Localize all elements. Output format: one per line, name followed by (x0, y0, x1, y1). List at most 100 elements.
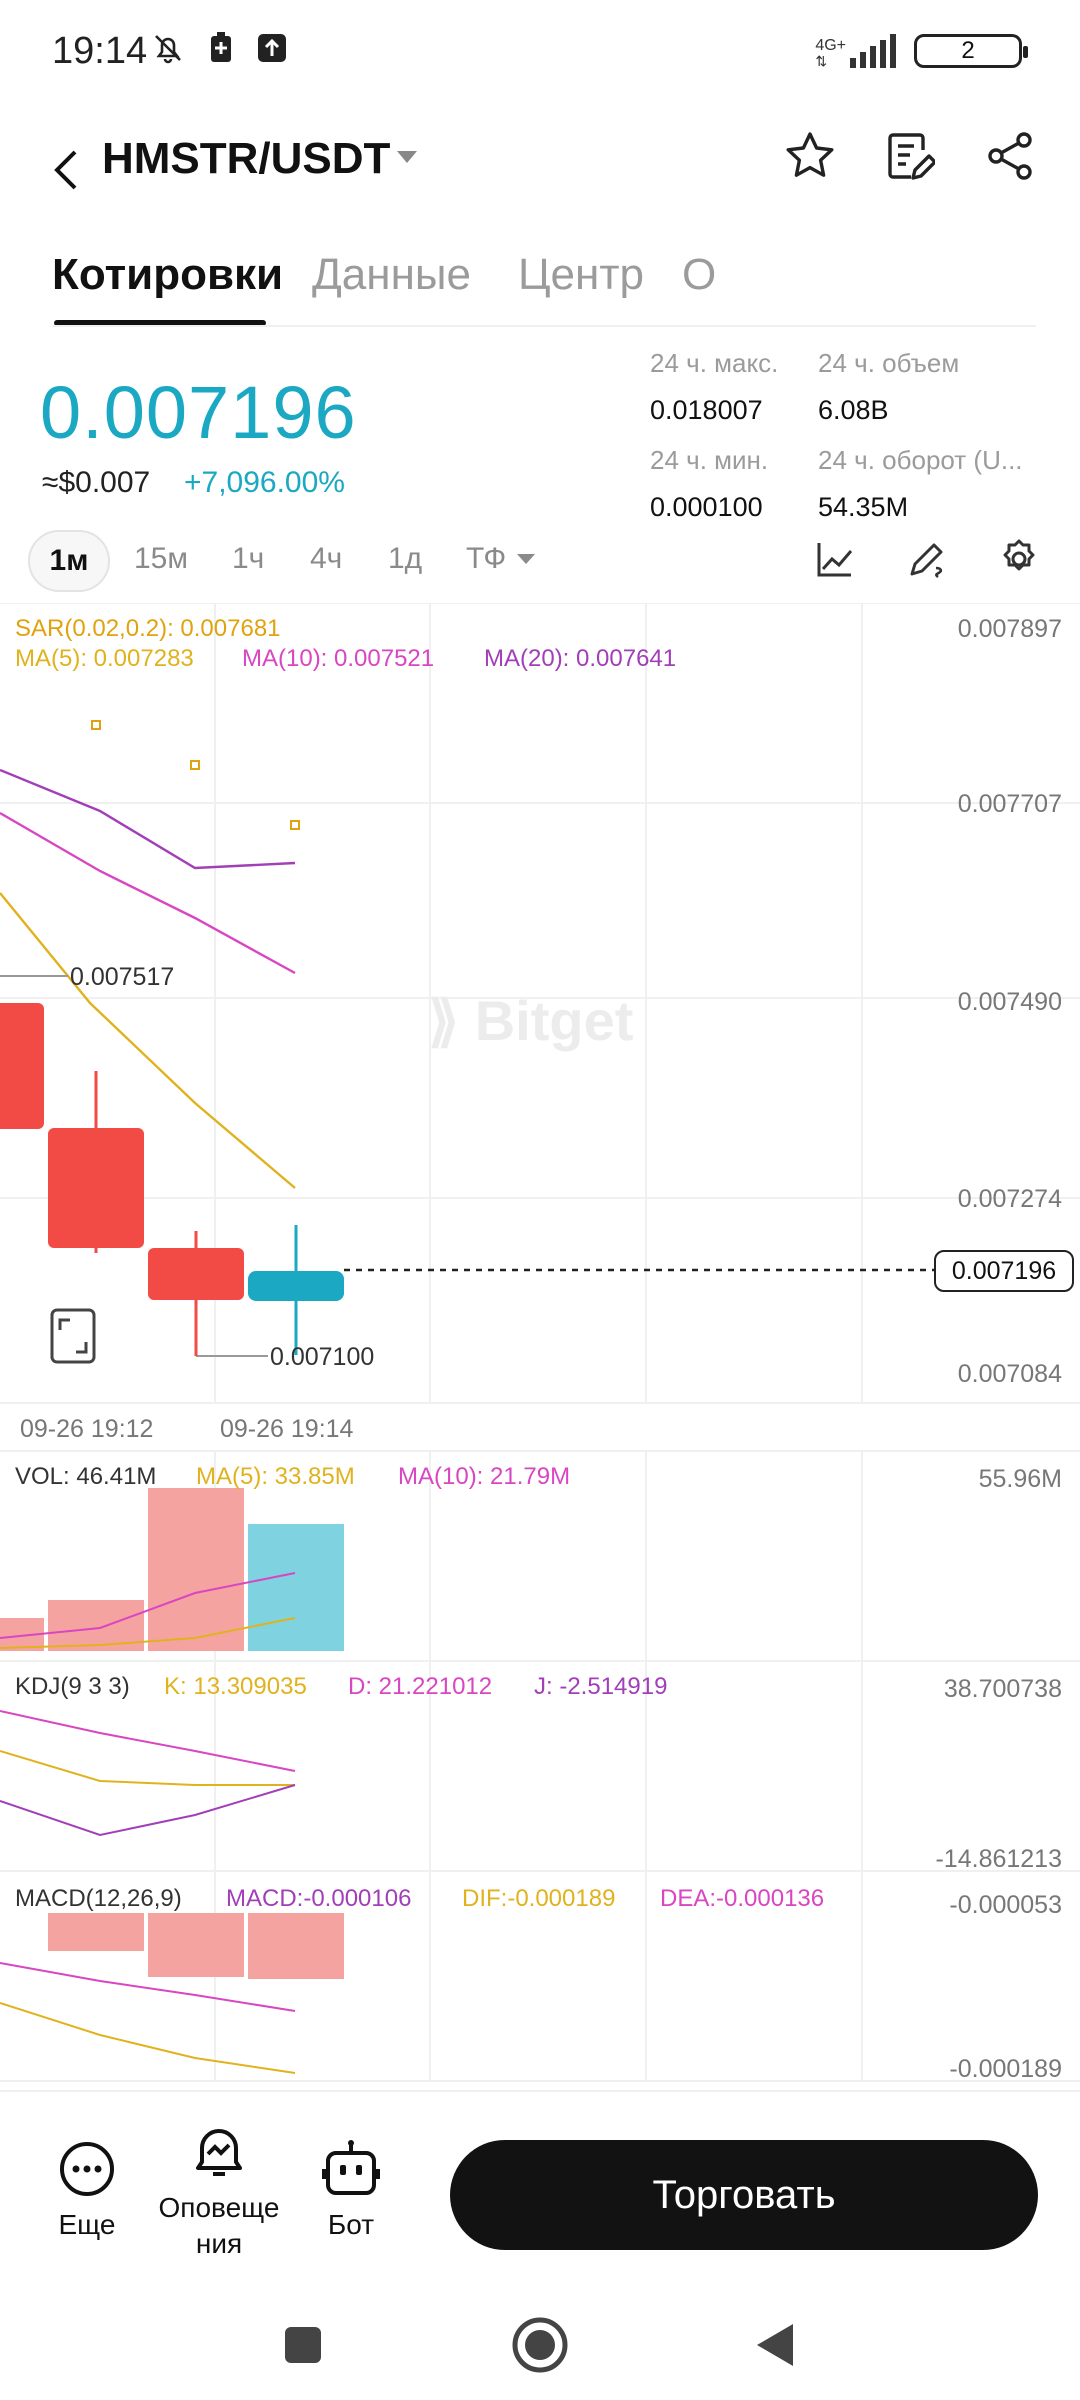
tab-about[interactable]: О (682, 250, 717, 299)
vol-y-max: 55.96M (978, 1465, 1062, 1493)
kdj-legend: KDJ(9 3 3) (15, 1673, 130, 1700)
tab-data[interactable]: Данные (312, 250, 471, 299)
system-navigation-bar (0, 2290, 1080, 2400)
candles (0, 1003, 344, 1356)
volume-bar (148, 1488, 244, 1651)
macd-bar (48, 1913, 144, 1951)
stat-value: 0.018007 (650, 395, 763, 425)
candle (248, 1271, 344, 1301)
stat-24h-volume: 24 ч. объем 6.08B (818, 348, 959, 426)
alerts-button[interactable]: Оповеще ния (154, 2120, 284, 2262)
more-icon (22, 2137, 152, 2201)
kdj-d-line (0, 1710, 296, 1772)
more-button[interactable]: Еще (22, 2137, 152, 2243)
sar-point (190, 760, 200, 770)
home-button[interactable] (505, 2310, 575, 2380)
tabs: Котировки Данные Центр О (0, 240, 1080, 330)
kdj-d-legend: D: 21.221012 (348, 1673, 493, 1700)
ma10-legend: MA(10): 0.007521 (242, 645, 435, 672)
kdj-y-max: 38.700738 (943, 1675, 1062, 1703)
ma5-line (0, 892, 296, 1189)
vol-ma5-legend: MA(5): 33.85M (196, 1463, 355, 1490)
alerts-label: Оповеще ния (154, 2190, 284, 2262)
signal-icon: 4G+ ⇅ (815, 34, 896, 68)
settings-gear-icon[interactable] (996, 536, 1042, 582)
chart-area[interactable]: ⟫ Bitget SAR(0.02,0.2): 0.007681 MA(5): … (0, 603, 1080, 2088)
candlestick-chart[interactable] (0, 603, 1080, 2088)
pair-title[interactable]: HMSTR/USDT (102, 134, 391, 183)
macd-legend: MACD(12,26,9) (15, 1885, 182, 1912)
ma10-line (0, 811, 296, 975)
current-price-tag: 0.007196 (934, 1250, 1074, 1292)
x-axis-label: 09-26 19:14 (220, 1415, 354, 1443)
timeframe-1h[interactable]: 1ч (232, 542, 265, 575)
sar-point (290, 820, 300, 830)
timeframe-dropdown[interactable]: ТФ (466, 542, 536, 576)
fullscreen-icon[interactable] (50, 1308, 96, 1364)
bot-button[interactable]: Бот (286, 2137, 416, 2243)
header-actions (782, 128, 1038, 184)
candle (148, 1248, 244, 1300)
bot-label: Бот (327, 2209, 375, 2240)
stat-label: 24 ч. макс. (650, 348, 779, 378)
stat-24h-turnover: 24 ч. оборот (U... 54.35M (818, 445, 1023, 523)
stat-label: 24 ч. оборот (U... (818, 445, 1023, 475)
timeframe-15m[interactable]: 15м (134, 542, 188, 575)
more-label: Еще (58, 2209, 116, 2240)
y-axis-label: 0.007707 (957, 790, 1062, 818)
back-icon[interactable] (46, 140, 86, 200)
tab-quotes[interactable]: Котировки (52, 250, 284, 299)
candle (0, 1003, 44, 1129)
caret-down-icon (517, 554, 536, 564)
timeframe-1d[interactable]: 1д (388, 542, 423, 575)
sar-point (91, 720, 101, 730)
vol-legend: VOL: 46.41M (15, 1463, 157, 1490)
macd-y-max: -0.000053 (949, 1891, 1062, 1919)
kdj-y-min: -14.861213 (935, 1845, 1062, 1873)
stat-24h-low: 24 ч. мин. 0.000100 (650, 445, 768, 523)
alerts-label-line-2: ния (195, 2228, 243, 2259)
macd-bar (248, 1913, 344, 1979)
tab-center[interactable]: Центр (518, 250, 644, 299)
star-icon[interactable] (782, 128, 838, 184)
recent-apps-button[interactable] (268, 2310, 338, 2380)
status-icons-left (150, 30, 288, 71)
vol-ma10-line (0, 1572, 296, 1639)
y-axis-label: 0.007084 (957, 1360, 1062, 1388)
timeframe-4h[interactable]: 4ч (310, 542, 343, 575)
divider (52, 325, 1036, 327)
stat-value: 6.08B (818, 395, 889, 425)
trade-button[interactable]: Торговать (450, 2140, 1038, 2250)
draw-tool-icon[interactable] (904, 536, 950, 582)
volume-bars (0, 1488, 344, 1651)
ma20-line (0, 768, 296, 870)
bitget-watermark: ⟫ Bitget (428, 988, 633, 1054)
battery-saver-icon (208, 30, 234, 71)
stat-24h-high: 24 ч. макс. 0.018007 (650, 348, 778, 426)
kdj-k-legend: K: 13.309035 (164, 1673, 307, 1700)
share-icon[interactable] (982, 128, 1038, 184)
timeframe-bar: 1м 15м 1ч 4ч 1д ТФ (0, 520, 1080, 600)
macd-dif-legend: DIF:-0.000189 (462, 1885, 616, 1912)
macd-y-min: -0.000189 (949, 2055, 1062, 2083)
note-edit-icon[interactable] (882, 128, 938, 184)
indicator-icon[interactable] (812, 536, 858, 582)
vol-ma5-line (0, 1617, 296, 1649)
y-axis-label: 0.007897 (957, 615, 1062, 643)
status-time: 19:14 (52, 30, 148, 72)
x-axis-label: 09-26 19:12 (20, 1415, 154, 1443)
vol-ma10-legend: MA(10): 21.79M (398, 1463, 571, 1490)
grid (0, 603, 1080, 2082)
candle (48, 1128, 144, 1248)
y-axis-label: 0.007490 (957, 988, 1062, 1016)
battery-level: 2 (961, 37, 975, 64)
status-bar: 19:14 4G+ ⇅ 2 (0, 0, 1080, 110)
back-button[interactable] (740, 2310, 810, 2380)
bitget-logo-icon: ⟫ (428, 989, 460, 1052)
chevron-down-icon[interactable] (396, 150, 418, 169)
stat-value: 54.35M (818, 492, 909, 522)
alerts-label-line-1: Оповеще (158, 2192, 280, 2223)
timeframe-1m[interactable]: 1м (28, 530, 110, 592)
macd-bar (148, 1913, 244, 1977)
timeframe-dropdown-label: ТФ (466, 542, 507, 575)
